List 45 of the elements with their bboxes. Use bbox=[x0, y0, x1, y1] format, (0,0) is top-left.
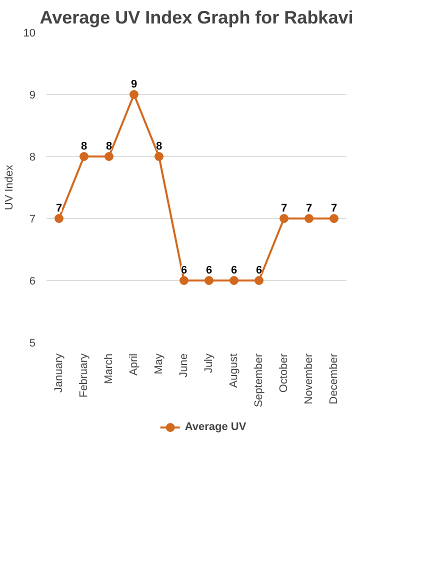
point bbox=[104, 152, 114, 161]
x-tick-label: September bbox=[253, 353, 265, 408]
point bbox=[330, 214, 338, 223]
y-tick-label: 9 bbox=[29, 90, 36, 102]
legend-label: Average UV bbox=[184, 421, 246, 433]
data-label: 6 bbox=[230, 264, 238, 276]
x-tick-label: April bbox=[128, 353, 140, 376]
point bbox=[180, 276, 188, 285]
chart-title: Average UV Index Graph for Rabkavi bbox=[40, 8, 354, 28]
data-label: 7 bbox=[330, 202, 338, 214]
data-label: 8 bbox=[80, 140, 88, 152]
x-tick-label: December bbox=[328, 353, 340, 404]
x-tick-label: June bbox=[178, 353, 190, 378]
data-label: 7 bbox=[56, 202, 62, 214]
data-label: 6 bbox=[180, 264, 188, 276]
data-label: 9 bbox=[130, 78, 138, 90]
y-tick-label: 8 bbox=[29, 152, 36, 164]
y-axis-title: UV Index bbox=[3, 164, 16, 210]
data-label: 8 bbox=[156, 140, 162, 152]
y-tick-label: 7 bbox=[29, 214, 36, 226]
data-label: 7 bbox=[306, 202, 312, 214]
data-label: 8 bbox=[106, 140, 112, 152]
point bbox=[154, 152, 164, 161]
data-label: 7 bbox=[280, 202, 288, 214]
data-label: 6 bbox=[256, 264, 262, 276]
x-tick-label: August bbox=[228, 353, 240, 388]
point bbox=[280, 214, 288, 223]
point bbox=[230, 276, 238, 285]
x-tick-label: March bbox=[103, 354, 115, 384]
y-tick-label: 6 bbox=[29, 276, 36, 288]
x-tick-label: February bbox=[78, 353, 90, 398]
x-tick-label: July bbox=[203, 353, 215, 374]
point bbox=[254, 276, 264, 285]
point bbox=[54, 214, 64, 223]
y-tick-label: 5 bbox=[29, 338, 36, 350]
y-tick-label: 10 bbox=[23, 28, 36, 40]
x-tick-label: May bbox=[153, 353, 165, 374]
point bbox=[204, 276, 214, 285]
point bbox=[80, 152, 88, 161]
data-label: 6 bbox=[206, 264, 212, 276]
x-tick-label: January bbox=[53, 353, 65, 393]
x-tick-label: November bbox=[303, 353, 315, 404]
x-tick-label: October bbox=[278, 353, 290, 393]
point bbox=[130, 90, 138, 99]
point bbox=[304, 214, 314, 223]
